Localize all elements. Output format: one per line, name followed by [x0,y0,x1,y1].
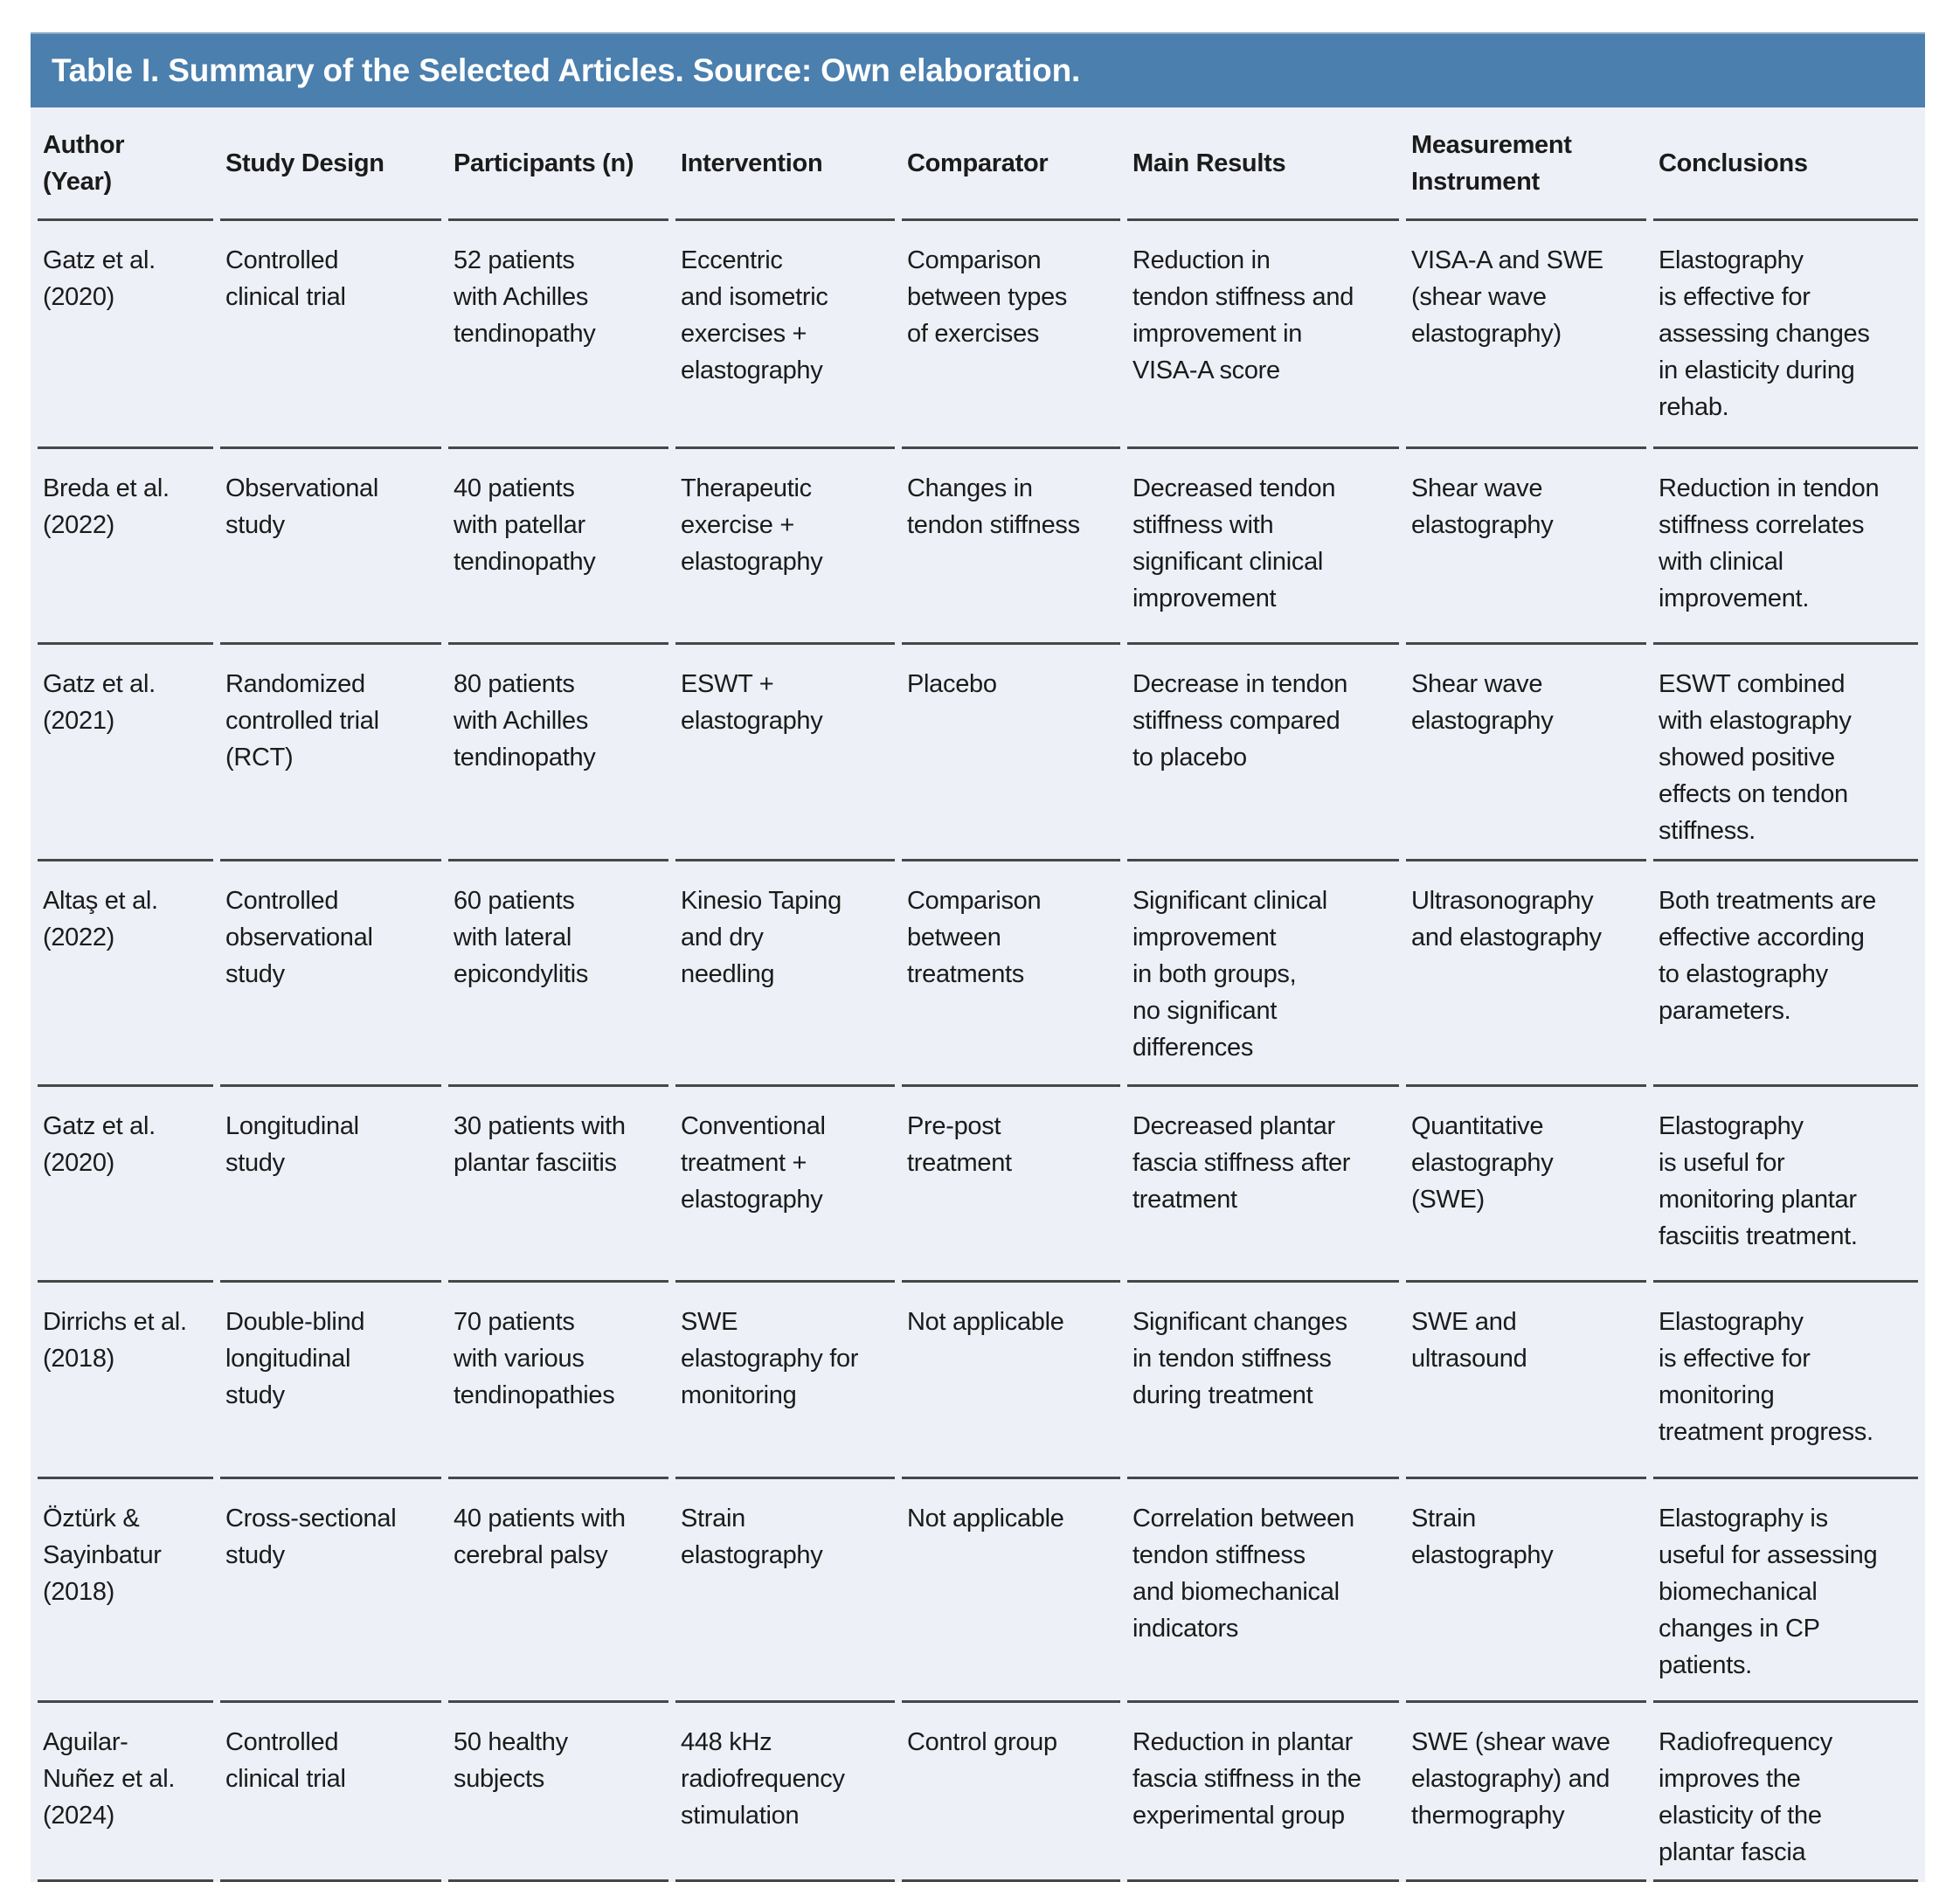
column-header-study-design: Study Design [220,107,441,221]
column-header-comparator: Comparator [902,107,1120,221]
cell-study-design: Controlled clinical trial [220,1703,441,1882]
cell-main-results: Decreased tendon stiffness with signific… [1127,449,1399,645]
table-body-panel: Author (Year) Study Design Participants … [31,107,1925,1882]
cell-study-design: Double-blind longitudinal study [220,1283,441,1479]
cell-comparator: Placebo [902,645,1120,861]
summary-table-container: Table I. Summary of the Selected Article… [31,32,1925,1882]
cell-study-design: Controlled observational study [220,861,441,1087]
column-header-conclusions: Conclusions [1653,107,1918,221]
cell-comparator: Comparison between types of exercises [902,221,1120,449]
cell-intervention: Conventional treatment + elastography [675,1087,895,1283]
table-row: Öztürk & Sayinbatur (2018) Cross-section… [38,1479,1918,1703]
cell-author-year: Gatz et al. (2020) [38,1087,213,1283]
cell-main-results: Significant changes in tendon stiffness … [1127,1283,1399,1479]
cell-main-results: Correlation between tendon stiffness and… [1127,1479,1399,1703]
cell-author-year: Gatz et al. (2021) [38,645,213,861]
cell-comparator: Control group [902,1703,1120,1882]
cell-participants: 80 patients with Achilles tendinopathy [448,645,668,861]
cell-author-year: Breda et al. (2022) [38,449,213,645]
cell-conclusions: Radiofrequency improves the elasticity o… [1653,1703,1918,1882]
table-row: Gatz et al. (2020) Controlled clinical t… [38,221,1918,449]
cell-measurement-instrument: Shear wave elastography [1406,645,1646,861]
table-row: Gatz et al. (2021) Randomized controlled… [38,645,1918,861]
cell-conclusions: Elastography is useful for assessing bio… [1653,1479,1918,1703]
cell-conclusions: Elastography is useful for monitoring pl… [1653,1087,1918,1283]
column-header-intervention: Intervention [675,107,895,221]
table-title: Table I. Summary of the Selected Article… [52,52,1081,88]
cell-measurement-instrument: Ultrasonography and elastography [1406,861,1646,1087]
cell-participants: 70 patients with various tendinopathies [448,1283,668,1479]
column-header-measurement-instrument: Measurement Instrument [1406,107,1646,221]
table-row: Breda et al. (2022) Observational study … [38,449,1918,645]
cell-intervention: ESWT + elastography [675,645,895,861]
table-row: Altaş et al. (2022) Controlled observati… [38,861,1918,1087]
cell-conclusions: ESWT combined with elastography showed p… [1653,645,1918,861]
cell-intervention: 448 kHz radiofrequency stimulation [675,1703,895,1882]
table-row: Aguilar- Nuñez et al. (2024) Controlled … [38,1703,1918,1882]
table-title-bar: Table I. Summary of the Selected Article… [31,32,1925,107]
cell-participants: 40 patients with patellar tendinopathy [448,449,668,645]
cell-main-results: Decreased plantar fascia stiffness after… [1127,1087,1399,1283]
cell-main-results: Reduction in tendon stiffness and improv… [1127,221,1399,449]
cell-comparator: Changes in tendon stiffness [902,449,1120,645]
column-header-main-results: Main Results [1127,107,1399,221]
header-row: Author (Year) Study Design Participants … [38,107,1918,221]
cell-main-results: Decrease in tendon stiffness compared to… [1127,645,1399,861]
cell-comparator: Not applicable [902,1479,1120,1703]
cell-author-year: Altaş et al. (2022) [38,861,213,1087]
cell-conclusions: Elastography is effective for assessing … [1653,221,1918,449]
cell-intervention: SWE elastography for monitoring [675,1283,895,1479]
cell-study-design: Cross-sectional study [220,1479,441,1703]
cell-measurement-instrument: VISA-A and SWE (shear wave elastography) [1406,221,1646,449]
cell-intervention: Kinesio Taping and dry needling [675,861,895,1087]
cell-participants: 30 patients with plantar fasciitis [448,1087,668,1283]
summary-table: Author (Year) Study Design Participants … [31,107,1925,1882]
cell-main-results: Reduction in plantar fascia stiffness in… [1127,1703,1399,1882]
column-header-participants: Participants (n) [448,107,668,221]
cell-measurement-instrument: SWE and ultrasound [1406,1283,1646,1479]
column-header-author-year: Author (Year) [38,107,213,221]
cell-conclusions: Reduction in tendon stiffness correlates… [1653,449,1918,645]
cell-intervention: Therapeutic exercise + elastography [675,449,895,645]
cell-author-year: Öztürk & Sayinbatur (2018) [38,1479,213,1703]
cell-participants: 60 patients with lateral epicondylitis [448,861,668,1087]
cell-measurement-instrument: SWE (shear wave elastography) and thermo… [1406,1703,1646,1882]
cell-measurement-instrument: Quantitative elastography (SWE) [1406,1087,1646,1283]
table-row: Dirrichs et al. (2018) Double-blind long… [38,1283,1918,1479]
cell-study-design: Randomized controlled trial (RCT) [220,645,441,861]
cell-comparator: Pre-post treatment [902,1087,1120,1283]
cell-study-design: Longitudinal study [220,1087,441,1283]
cell-participants: 52 patients with Achilles tendinopathy [448,221,668,449]
cell-participants: 40 patients with cerebral palsy [448,1479,668,1703]
cell-intervention: Eccentric and isometric exercises + elas… [675,221,895,449]
table-row: Gatz et al. (2020) Longitudinal study 30… [38,1087,1918,1283]
cell-author-year: Gatz et al. (2020) [38,221,213,449]
cell-conclusions: Both treatments are effective according … [1653,861,1918,1087]
cell-author-year: Dirrichs et al. (2018) [38,1283,213,1479]
cell-main-results: Significant clinical improvement in both… [1127,861,1399,1087]
cell-conclusions: Elastography is effective for monitoring… [1653,1283,1918,1479]
cell-study-design: Observational study [220,449,441,645]
cell-measurement-instrument: Shear wave elastography [1406,449,1646,645]
cell-intervention: Strain elastography [675,1479,895,1703]
cell-comparator: Comparison between treatments [902,861,1120,1087]
cell-study-design: Controlled clinical trial [220,221,441,449]
cell-participants: 50 healthy subjects [448,1703,668,1882]
cell-measurement-instrument: Strain elastography [1406,1479,1646,1703]
cell-comparator: Not applicable [902,1283,1120,1479]
cell-author-year: Aguilar- Nuñez et al. (2024) [38,1703,213,1882]
